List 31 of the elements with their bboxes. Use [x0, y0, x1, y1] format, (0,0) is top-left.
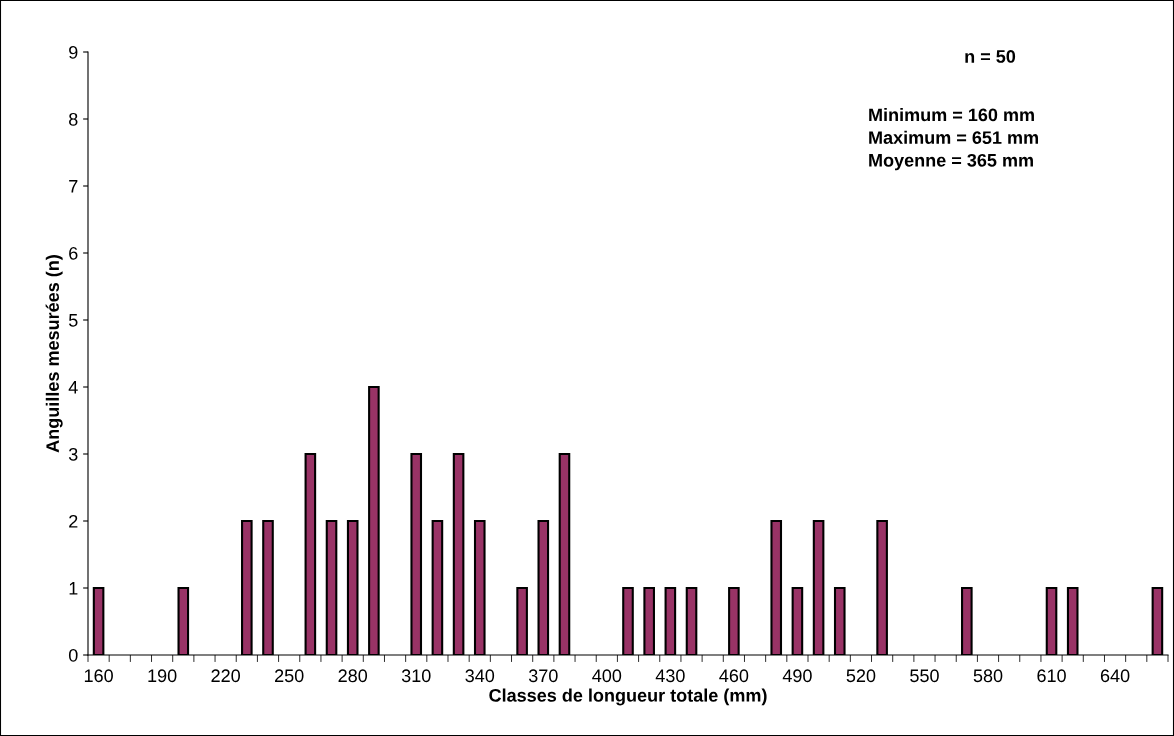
y-tick-label: 3: [68, 447, 78, 461]
x-tick-label: 280: [338, 669, 368, 683]
x-tick-label: 640: [1100, 669, 1130, 683]
x-tick-label: 490: [782, 669, 812, 683]
y-tick-label: 8: [69, 112, 78, 126]
y-tick-label: 9: [69, 45, 78, 59]
annotation: n = 50: [965, 50, 1016, 63]
x-tick-label: 220: [211, 669, 240, 683]
x-axis-title: Classes de longueur totale (mm): [489, 688, 767, 706]
x-tick-label: 430: [655, 669, 685, 683]
x-tick-label: 340: [465, 669, 495, 683]
x-tick-label: 310: [401, 669, 431, 683]
y-tick-label: 6: [69, 246, 78, 260]
x-tick-label: 400: [592, 669, 622, 683]
x-tick-label: 190: [148, 669, 177, 683]
y-tick-label: 7: [69, 180, 78, 193]
y-tick-label: 0: [68, 648, 78, 662]
x-tick-label: 520: [846, 669, 876, 683]
x-tick-label: 610: [1037, 669, 1066, 683]
y-tick-label: 4: [68, 381, 78, 394]
annotation: Minimum = 160 mm Maximum = 651 mm Moyenne = 365 mm: [869, 108, 1038, 171]
x-tick-label: 580: [973, 669, 1003, 683]
y-axis-title: Anguilles mesurées (n): [45, 255, 63, 453]
x-tick-label: 160: [84, 669, 113, 683]
x-tick-label: 550: [910, 669, 939, 683]
y-tick-label: 2: [69, 514, 78, 528]
y-tick-label: 5: [68, 314, 78, 327]
x-tick-label: 370: [528, 669, 558, 683]
y-tick-label: 1: [69, 582, 78, 595]
x-tick-label: 250: [275, 669, 304, 683]
x-tick-label: 460: [719, 669, 749, 683]
